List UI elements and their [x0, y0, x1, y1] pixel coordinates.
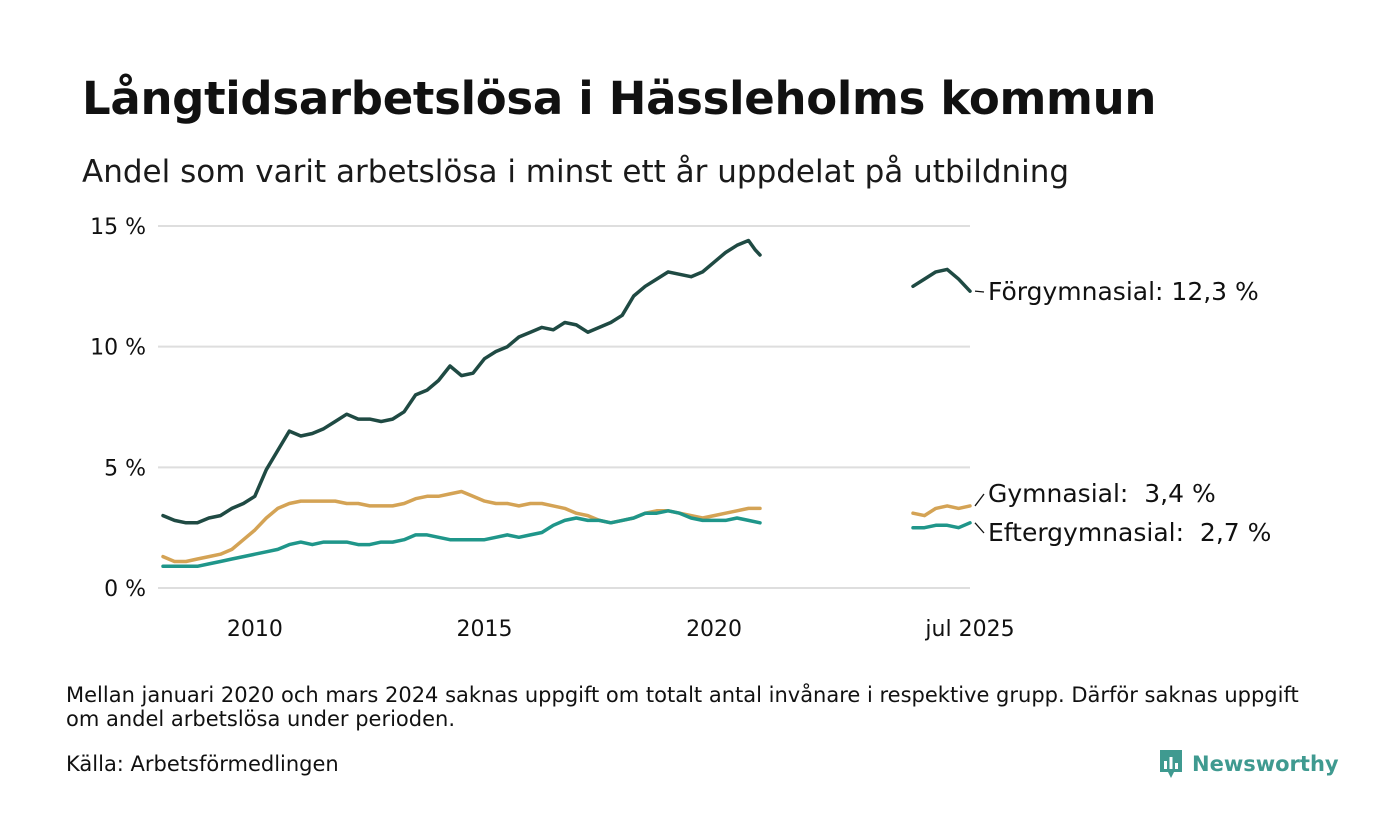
- series-line-gymnasial: [911, 504, 972, 518]
- y-tick-label: 15 %: [90, 215, 146, 240]
- series-line-förgymnasial: [161, 238, 762, 525]
- newsworthy-logo-icon: [1160, 750, 1182, 778]
- brand-logo: Newsworthy: [1158, 746, 1339, 782]
- chart-title: Långtidsarbetslösa i Hässleholms kommun: [82, 72, 1157, 125]
- y-tick-label: 5 %: [104, 456, 146, 481]
- y-tick-label: 0 %: [104, 577, 146, 602]
- label-leader-line: [974, 522, 985, 534]
- footnote: Mellan januari 2020 och mars 2024 saknas…: [66, 683, 1299, 731]
- series-line-eftergymnasial: [911, 521, 972, 530]
- brand-name: Newsworthy: [1192, 752, 1339, 776]
- series-line-eftergymnasial: [161, 509, 762, 569]
- label-leader-line: [974, 290, 985, 293]
- label-leader-line: [974, 493, 985, 507]
- y-axis-tick-labels: 0 % 5 % 10 % 15 %: [90, 215, 146, 602]
- y-tick-label: 10 %: [90, 336, 146, 361]
- chart-subtitle: Andel som varit arbetslösa i minst ett å…: [82, 154, 1070, 190]
- grid-lines: [158, 225, 970, 589]
- x-axis-tick-labels: 2010 2015 2020 jul 2025: [227, 617, 1015, 642]
- series-line-gymnasial: [161, 489, 762, 564]
- x-tick-label: jul 2025: [924, 617, 1014, 642]
- source-note: Källa: Arbetsförmedlingen: [66, 752, 339, 776]
- series-line-förgymnasial: [911, 267, 972, 293]
- x-tick-label: 2010: [227, 617, 283, 642]
- series-end-label: Eftergymnasial: 2,7 %: [988, 518, 1271, 547]
- series-end-labels: Förgymnasial: 12,3 % Gymnasial: 3,4 % Efte…: [974, 277, 1271, 547]
- series-end-label: Gymnasial: 3,4 %: [988, 479, 1216, 508]
- x-tick-label: 2015: [456, 617, 512, 642]
- line-chart: 0 % 5 % 10 % 15 % 2010 2015 2020 jul 2025 Förg…: [90, 215, 1271, 642]
- series-end-label: Förgymnasial: 12,3 %: [988, 277, 1259, 306]
- x-tick-label: 2020: [686, 617, 742, 642]
- series-lines: [161, 238, 972, 569]
